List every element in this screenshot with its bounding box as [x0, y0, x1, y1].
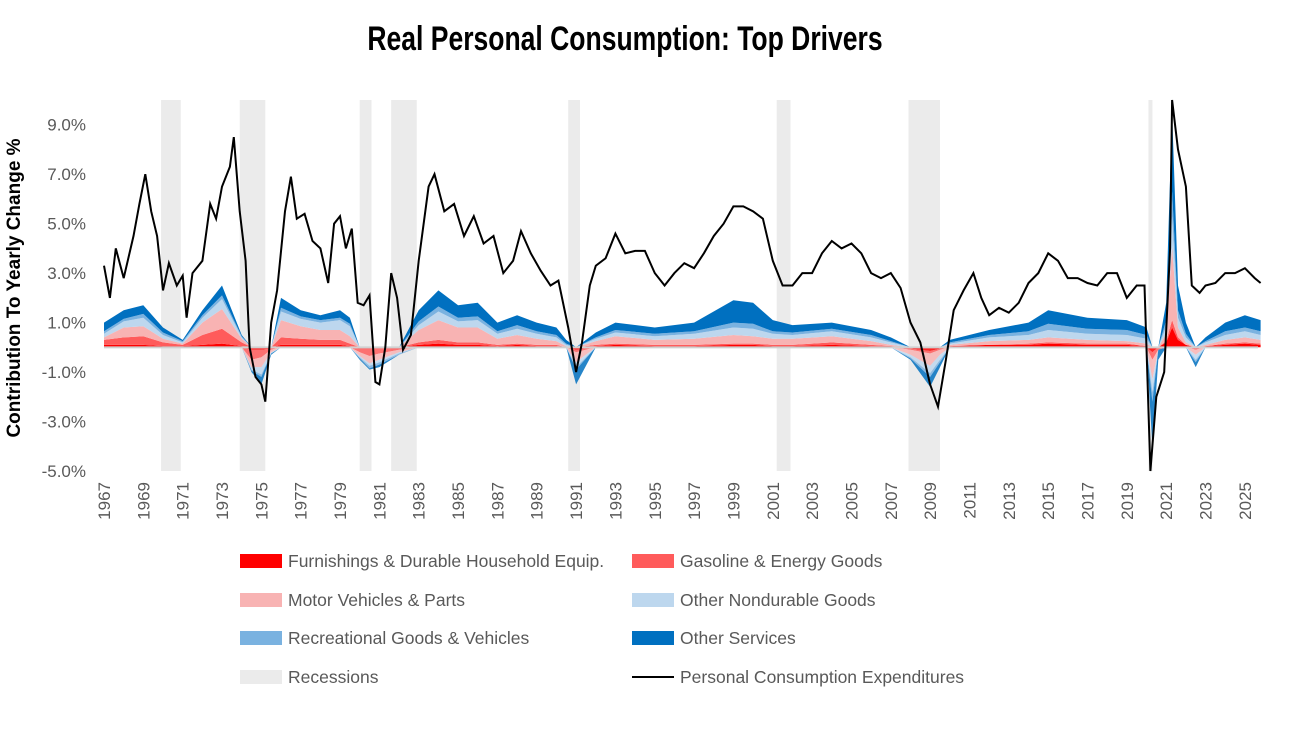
legend-swatch: [240, 554, 282, 568]
x-tick-labels: 1967 1969 1971 1973 1975 1977 1979 1981 1983 1985…: [95, 482, 1255, 520]
legend-item: Other Nondurable Goods: [632, 590, 876, 610]
recession-band: [908, 100, 940, 471]
recession-band: [239, 100, 266, 471]
legend-label: Recessions: [288, 667, 379, 687]
y-axis-label: Contribution To Yearly Change %: [4, 138, 25, 437]
area-other-services-negative: [104, 347, 1261, 447]
recession-band: [568, 100, 581, 471]
area-other-nondurable-goods-negative: [104, 347, 1261, 392]
legend-item: Furnishings & Durable Household Equip.: [240, 551, 604, 571]
legend-label: Personal Consumption Expenditures: [680, 667, 964, 687]
area-gasoline-energy-goods-negative: [104, 347, 1261, 360]
x-tick-label: 2011: [960, 482, 979, 519]
legend-label: Furnishings & Durable Household Equip.: [288, 551, 604, 571]
x-tick-label: 1967: [95, 482, 114, 520]
x-tick-label: 2021: [1157, 482, 1176, 520]
legend-label: Motor Vehicles & Parts: [288, 590, 465, 610]
x-tick-label: 2013: [1000, 482, 1019, 520]
x-tick-label: 1979: [331, 482, 350, 520]
x-tick-label: 1987: [488, 482, 507, 520]
y-tick-label: -3.0%: [42, 413, 86, 432]
y-tick-label: 3.0%: [47, 264, 86, 283]
legend-swatch: [632, 631, 674, 645]
legend-item: Recessions: [240, 667, 379, 687]
recession-band: [1148, 100, 1153, 471]
area-recreational-goods-vehicles-negative: [104, 347, 1261, 402]
x-tick-label: 1995: [646, 482, 665, 520]
legend-label: Other Services: [680, 628, 796, 648]
x-tick-label: 2003: [803, 482, 822, 520]
chart-title: Real Personal Consumption: Top Drivers: [367, 20, 882, 58]
x-tick-label: 2015: [1039, 482, 1058, 520]
legend-item: Personal Consumption Expenditures: [632, 667, 964, 687]
y-tick-label: -5.0%: [42, 462, 86, 481]
x-tick-label: 2007: [882, 482, 901, 520]
x-tick-label: 1975: [252, 482, 271, 520]
legend-label: Gasoline & Energy Goods: [680, 551, 883, 571]
y-tick-label: 9.0%: [47, 116, 86, 135]
x-tick-label: 1973: [213, 482, 232, 520]
legend-item: Other Services: [632, 628, 796, 648]
area-motor-vehicles-parts-negative: [104, 347, 1261, 380]
x-tick-label: 2005: [842, 482, 861, 520]
y-tick-label: 7.0%: [47, 165, 86, 184]
x-tick-label: 1977: [292, 482, 311, 520]
area-furnishings-durable-household-equip-negative: [104, 347, 1261, 353]
recession-band: [359, 100, 372, 471]
x-tick-label: 2023: [1197, 482, 1216, 520]
x-tick-label: 2019: [1118, 482, 1137, 520]
x-tick-label: 1969: [134, 482, 153, 520]
pce-line-group: [103, 99, 1262, 472]
y-tick-label: -1.0%: [42, 363, 86, 382]
x-tick-label: 1971: [174, 482, 193, 520]
x-tick-label: 1983: [410, 482, 429, 520]
legend-swatch: [240, 670, 282, 684]
x-tick-label: 1993: [606, 482, 625, 520]
x-tick-label: 1999: [724, 482, 743, 520]
legend-item: Motor Vehicles & Parts: [240, 590, 465, 610]
recession-band: [161, 100, 181, 471]
x-tick-label: 1997: [685, 482, 704, 520]
y-tick-label: 5.0%: [47, 215, 86, 234]
legend-swatch: [632, 554, 674, 568]
x-tick-label: 1989: [528, 482, 547, 520]
x-tick-label: 2009: [921, 482, 940, 520]
x-tick-label: 1985: [449, 482, 468, 520]
pce-line: [103, 99, 1262, 472]
recession-bands: [161, 100, 1153, 471]
legend-swatch: [240, 631, 282, 645]
x-tick-label: 1981: [370, 482, 389, 520]
legend-item: Gasoline & Energy Goods: [632, 551, 883, 571]
legend-swatch: [632, 593, 674, 607]
legend-item: Recreational Goods & Vehicles: [240, 628, 529, 648]
recession-band: [391, 100, 417, 471]
legend-label: Other Nondurable Goods: [680, 590, 876, 610]
area-other-services-positive: [104, 112, 1261, 348]
legend-swatch: [240, 593, 282, 607]
y-tick-labels: -5.0% -3.0% -1.0% 1.0% 3.0% 5.0% 7.0% 9.0%: [42, 116, 86, 481]
x-tick-label: 2017: [1079, 482, 1098, 520]
x-tick-label: 2025: [1236, 482, 1255, 520]
area-furnishings-durable-household-equip-positive: [104, 327, 1261, 348]
legend-label: Recreational Goods & Vehicles: [288, 628, 529, 648]
legend: Furnishings & Durable Household Equip. Ga…: [240, 551, 964, 687]
stacked-areas: [104, 112, 1261, 447]
x-tick-label: 1991: [567, 482, 586, 520]
y-tick-label: 1.0%: [47, 314, 86, 333]
x-tick-label: 2001: [764, 482, 783, 520]
